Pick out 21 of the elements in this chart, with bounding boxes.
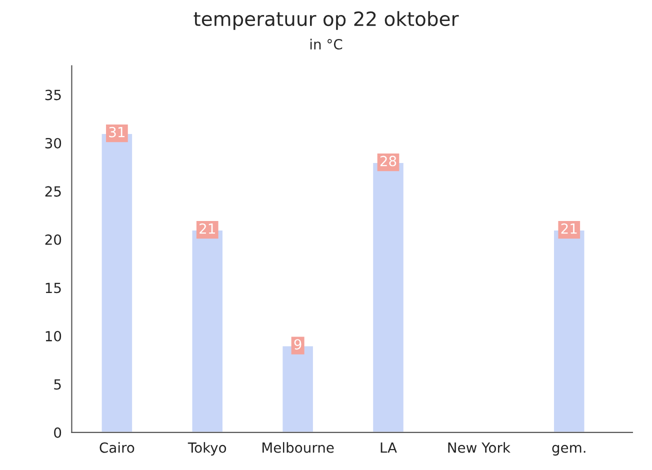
x-tick-label: Tokyo — [188, 442, 226, 456]
x-tick-label: LA — [380, 442, 397, 453]
y-tick-label: 30 — [45, 138, 62, 148]
y-tick-label: 20 — [45, 234, 62, 245]
chart-title: temperatuur op 22 oktober — [194, 11, 459, 30]
y-tick-label: 5 — [54, 379, 61, 390]
data-label: 21 — [561, 223, 577, 234]
x-tick-label: gem. — [552, 444, 586, 456]
x-tick-label: Melbourne — [262, 442, 334, 453]
data-label: 31 — [109, 126, 124, 138]
y-tick-label: 25 — [45, 186, 61, 197]
data-label: 21 — [200, 223, 215, 234]
y-tick-label: 35 — [45, 90, 61, 100]
data-label: 28 — [380, 156, 396, 166]
data-label: 9 — [294, 339, 302, 350]
x-tick-label: Cairo — [100, 442, 134, 453]
y-tick-label: 10 — [46, 330, 62, 342]
y-tick-label: 15 — [46, 282, 61, 294]
chart-subtitle: in °C — [310, 38, 342, 50]
y-tick-label: 0 — [54, 427, 62, 438]
x-tick-label: New York — [448, 442, 510, 453]
